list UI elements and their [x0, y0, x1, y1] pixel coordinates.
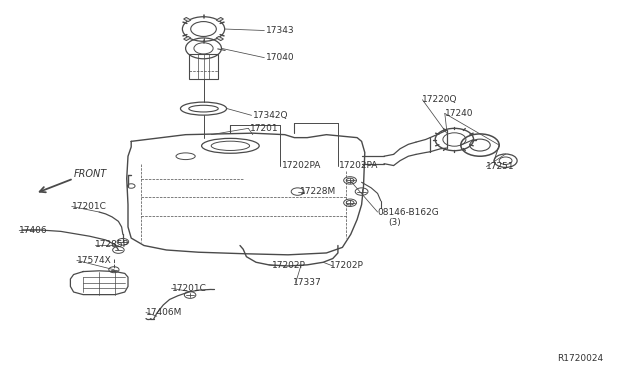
Text: 17251: 17251	[486, 162, 515, 171]
Text: 17201C: 17201C	[172, 284, 206, 293]
Text: 08146-B162G: 08146-B162G	[378, 208, 439, 217]
Bar	[216, 17, 223, 22]
Text: 17406M: 17406M	[146, 308, 182, 317]
Text: 17202PA: 17202PA	[339, 161, 379, 170]
Text: 17201: 17201	[250, 124, 278, 133]
Text: 17202P: 17202P	[330, 262, 364, 270]
Text: 17343: 17343	[266, 26, 294, 35]
Text: R1720024: R1720024	[557, 355, 603, 363]
Text: 17240: 17240	[445, 109, 474, 118]
Bar	[184, 17, 191, 22]
Text: 17337: 17337	[293, 278, 322, 287]
Text: 17202PA: 17202PA	[282, 161, 321, 170]
Bar	[216, 36, 223, 41]
Text: 17220Q: 17220Q	[422, 95, 458, 104]
Text: 17228M: 17228M	[300, 187, 336, 196]
Text: FRONT: FRONT	[74, 169, 107, 179]
Text: 17202P: 17202P	[272, 262, 306, 270]
Text: 17285P: 17285P	[95, 240, 129, 249]
Text: 17342Q: 17342Q	[253, 111, 288, 120]
Bar	[184, 36, 191, 41]
Text: 17406: 17406	[19, 226, 48, 235]
Text: 17040: 17040	[266, 53, 294, 62]
Text: 17574X: 17574X	[77, 256, 111, 265]
Text: 17201C: 17201C	[72, 202, 106, 211]
Text: (3): (3)	[388, 218, 401, 227]
